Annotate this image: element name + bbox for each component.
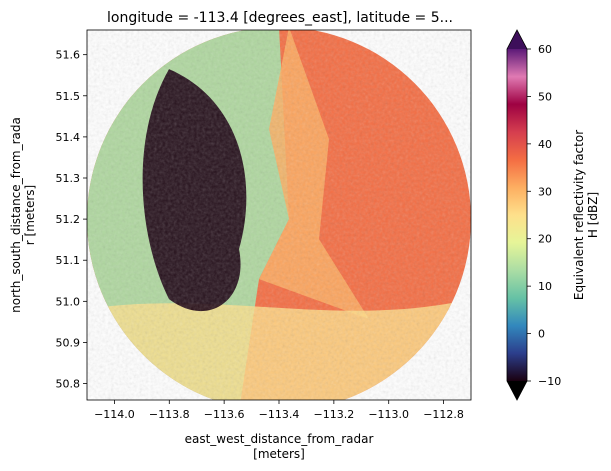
colorbar-label-units: H [dBZ]: [586, 192, 600, 238]
x-axis-ticks: −114.0 −113.8 −113.6 −113.4 −113.2 −113.0 −112…: [94, 400, 464, 421]
chart-title: longitude = -113.4 [degrees_east], latit…: [107, 10, 453, 26]
plot-area: [87, 30, 471, 400]
colorbar-tick-label: 50: [538, 90, 552, 103]
texture-overlay: [87, 30, 471, 400]
y-tick-label: 51.5: [56, 90, 81, 103]
colorbar: −10 0 10 20 30 40 50 60: [506, 29, 561, 401]
x-axis-label-units: [meters]: [253, 447, 305, 461]
x-tick-label: −112.8: [423, 408, 464, 421]
y-tick-label: 51.6: [56, 49, 81, 62]
x-tick-label: −114.0: [94, 408, 135, 421]
y-tick-label: 51.1: [56, 254, 81, 267]
x-axis-label: east_west_distance_from_radar: [185, 432, 374, 446]
x-tick-label: −113.8: [149, 408, 190, 421]
colorbar-tick-label: 40: [538, 138, 552, 151]
colorbar-extend-bottom: [507, 381, 527, 400]
colorbar-tick-label: 0: [538, 328, 545, 341]
y-tick-label: 51.3: [56, 172, 81, 185]
y-axis-ticks: 50.8 50.9 51.0 51.1 51.2 51.3 51.4 51.5 51.6: [56, 49, 87, 391]
colorbar-tick-label: 60: [538, 43, 552, 56]
y-tick-label: 51.2: [56, 213, 81, 226]
colorbar-tick-label: −10: [538, 375, 561, 388]
colorbar-ticks: −10 0 10 20 30 40 50 60: [527, 43, 561, 388]
colorbar-extend-top: [507, 30, 527, 49]
x-tick-label: −113.6: [204, 408, 245, 421]
colorbar-body: [507, 49, 527, 381]
y-tick-label: 51.4: [56, 131, 81, 144]
y-tick-label: 50.8: [56, 378, 81, 391]
y-tick-label: 50.9: [56, 336, 81, 349]
y-axis-label-units: r [meters]: [23, 185, 37, 245]
colorbar-label: Equivalent reflectivity factor: [572, 130, 586, 300]
x-tick-label: −113.0: [368, 408, 409, 421]
colorbar-tick-label: 30: [538, 185, 552, 198]
y-tick-label: 51.0: [56, 295, 81, 308]
colorbar-tick-label: 20: [538, 233, 552, 246]
colorbar-tick-label: 10: [538, 280, 552, 293]
y-axis-label: north_south_distance_from_rada: [9, 117, 23, 313]
x-tick-label: −113.2: [313, 408, 354, 421]
x-tick-label: −113.4: [259, 408, 300, 421]
